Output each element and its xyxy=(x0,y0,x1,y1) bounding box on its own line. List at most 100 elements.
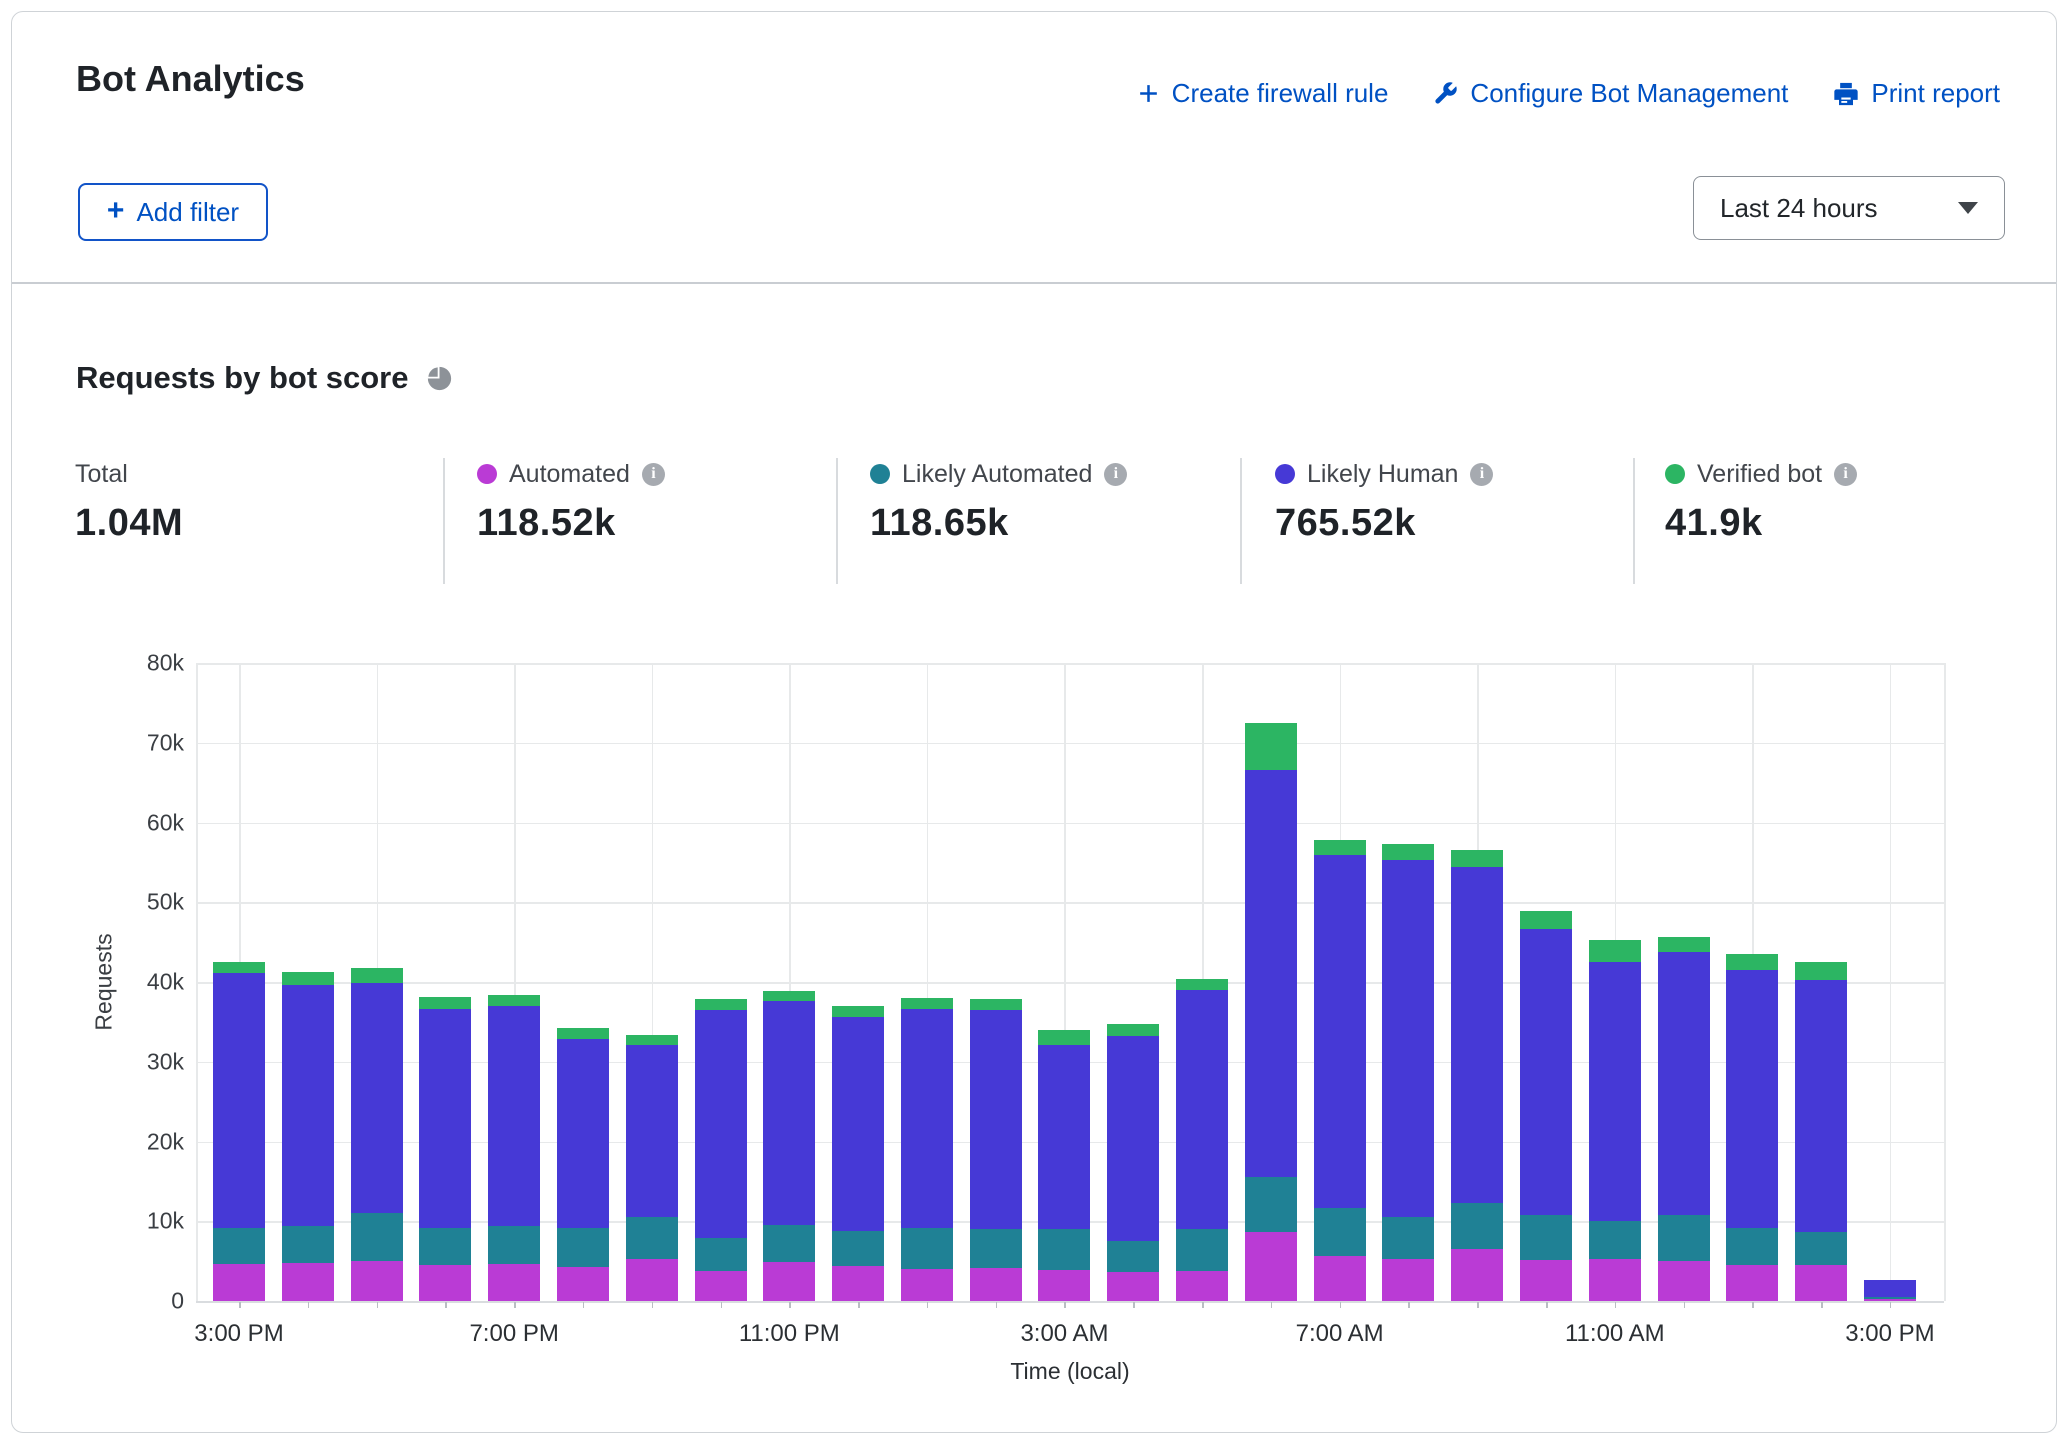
y-tick-label: 80k xyxy=(96,650,184,677)
bar-4-00-PM[interactable] xyxy=(282,972,334,1301)
bar-segment-verified-bot xyxy=(1107,1024,1159,1036)
x-tick-mark xyxy=(1340,1302,1342,1308)
y-tick-label: 60k xyxy=(96,809,184,836)
bar-segment-verified-bot xyxy=(1038,1030,1090,1045)
bar-segment-likely-human xyxy=(1520,929,1572,1215)
bar-segment-automated xyxy=(1726,1265,1778,1301)
x-tick-mark xyxy=(1615,1302,1617,1308)
bar-segment-likely-human xyxy=(1864,1280,1916,1296)
time-range-value: Last 24 hours xyxy=(1720,193,1878,224)
bar-3-00-AM[interactable] xyxy=(1038,1030,1090,1301)
bar-2-00-PM[interactable] xyxy=(1795,962,1847,1301)
bar-12-00-AM[interactable] xyxy=(832,1006,884,1301)
bar-segment-likely-automated xyxy=(1795,1232,1847,1265)
x-tick-label: 11:00 PM xyxy=(739,1320,840,1348)
bar-11-00-PM[interactable] xyxy=(763,991,815,1301)
bar-5-00-AM[interactable] xyxy=(1176,979,1228,1301)
info-icon[interactable]: i xyxy=(642,463,665,486)
bar-segment-automated xyxy=(832,1266,884,1301)
bar-segment-likely-automated xyxy=(763,1225,815,1262)
bar-segment-likely-automated xyxy=(1726,1228,1778,1265)
bar-segment-likely-human xyxy=(557,1039,609,1229)
info-icon[interactable]: i xyxy=(1470,463,1493,486)
bar-10-00-PM[interactable] xyxy=(695,999,747,1301)
bar-segment-automated xyxy=(1038,1270,1090,1301)
bar-8-00-AM[interactable] xyxy=(1382,844,1434,1301)
bar-10-00-AM[interactable] xyxy=(1520,911,1572,1301)
add-filter-button[interactable]: + Add filter xyxy=(78,183,268,241)
bar-segment-likely-automated xyxy=(282,1226,334,1263)
bar-segment-automated xyxy=(1314,1256,1366,1301)
bar-3-00-PM[interactable] xyxy=(1864,1280,1916,1301)
bar-7-00-PM[interactable] xyxy=(488,995,540,1301)
bar-segment-automated xyxy=(1795,1265,1847,1301)
bar-segment-likely-human xyxy=(1382,860,1434,1217)
bar-5-00-PM[interactable] xyxy=(351,968,403,1301)
bar-6-00-PM[interactable] xyxy=(419,997,471,1301)
bar-segment-likely-human xyxy=(832,1017,884,1231)
bar-7-00-AM[interactable] xyxy=(1314,840,1366,1301)
gridline xyxy=(1890,663,1892,1301)
bar-segment-verified-bot xyxy=(419,997,471,1009)
bar-segment-automated xyxy=(282,1263,334,1301)
y-tick-label: 50k xyxy=(96,889,184,916)
stat-likely-human: Likely Human i 765.52k xyxy=(1275,460,1493,545)
stat-divider xyxy=(443,458,445,584)
bar-segment-likely-automated xyxy=(832,1231,884,1266)
gridline xyxy=(196,743,1944,745)
bar-segment-automated xyxy=(488,1264,540,1301)
x-axis-line xyxy=(196,1301,1944,1303)
bar-segment-likely-automated xyxy=(488,1226,540,1263)
bar-1-00-AM[interactable] xyxy=(901,998,953,1301)
gridline xyxy=(196,663,198,1301)
x-tick-mark xyxy=(1408,1302,1410,1308)
bar-segment-likely-automated xyxy=(557,1228,609,1266)
stat-divider xyxy=(1240,458,1242,584)
bar-segment-likely-automated xyxy=(1107,1241,1159,1271)
bar-3-00-PM[interactable] xyxy=(213,962,265,1301)
bar-8-00-PM[interactable] xyxy=(557,1027,609,1301)
bar-segment-likely-human xyxy=(626,1045,678,1217)
bar-segment-verified-bot xyxy=(763,991,815,1001)
bar-9-00-AM[interactable] xyxy=(1451,850,1503,1301)
bar-segment-automated xyxy=(1589,1259,1641,1301)
bar-1-00-PM[interactable] xyxy=(1726,954,1778,1301)
bar-11-00-AM[interactable] xyxy=(1589,940,1641,1301)
info-icon[interactable]: i xyxy=(1834,463,1857,486)
bar-segment-likely-human xyxy=(488,1006,540,1226)
x-axis-title: Time (local) xyxy=(1010,1358,1129,1385)
time-range-select[interactable]: Last 24 hours xyxy=(1693,176,2005,240)
x-tick-label: 11:00 AM xyxy=(1565,1320,1665,1348)
print-report-link[interactable]: Print report xyxy=(1832,78,2000,109)
stat-likely-automated: Likely Automated i 118.65k xyxy=(870,460,1127,545)
gridline xyxy=(1944,663,1946,1301)
section-title: Requests by bot score xyxy=(76,360,408,396)
x-tick-mark xyxy=(1133,1302,1135,1308)
bar-4-00-AM[interactable] xyxy=(1107,1024,1159,1301)
bar-segment-automated xyxy=(557,1267,609,1301)
x-tick-label: 3:00 PM xyxy=(1845,1320,1934,1348)
stat-label: Total xyxy=(75,460,128,489)
x-tick-mark xyxy=(1752,1302,1754,1308)
bar-segment-automated xyxy=(1107,1272,1159,1302)
legend-dot-likely-human xyxy=(1275,464,1295,484)
bar-12-00-PM[interactable] xyxy=(1658,937,1710,1301)
create-firewall-rule-link[interactable]: Create firewall rule xyxy=(1136,78,1389,109)
bar-segment-automated xyxy=(970,1268,1022,1301)
bar-9-00-PM[interactable] xyxy=(626,1035,678,1301)
bar-segment-automated xyxy=(1382,1259,1434,1301)
x-tick-mark xyxy=(1821,1302,1823,1308)
action-label: Configure Bot Management xyxy=(1470,78,1788,109)
bar-6-00-AM[interactable] xyxy=(1245,723,1297,1301)
bar-segment-likely-human xyxy=(695,1010,747,1238)
bar-2-00-AM[interactable] xyxy=(970,999,1022,1301)
add-filter-label: Add filter xyxy=(136,197,239,228)
bar-segment-likely-automated xyxy=(970,1229,1022,1267)
configure-bot-management-link[interactable]: Configure Bot Management xyxy=(1432,78,1788,109)
stat-label: Likely Automated xyxy=(902,460,1092,489)
divider xyxy=(12,282,2056,284)
x-tick-mark xyxy=(514,1302,516,1308)
bar-segment-verified-bot xyxy=(282,972,334,985)
info-icon[interactable]: i xyxy=(1104,463,1127,486)
bar-segment-verified-bot xyxy=(695,999,747,1010)
